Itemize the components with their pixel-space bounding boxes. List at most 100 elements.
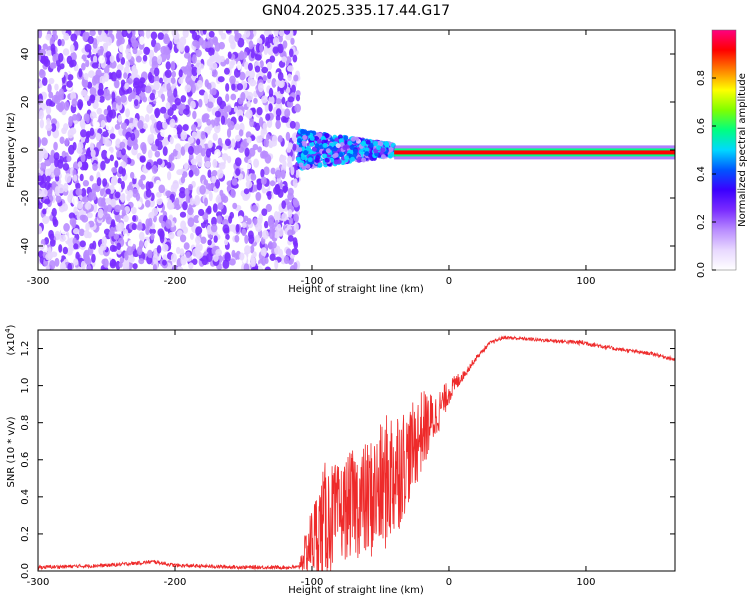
- heatmap-cell: [275, 120, 281, 130]
- heatmap-cell: [153, 80, 160, 91]
- heatmap-cell: [118, 44, 126, 53]
- heatmap-cell: [54, 230, 61, 241]
- heatmap-cell: [317, 162, 323, 168]
- heatmap-cell: [154, 108, 160, 119]
- heatmap-cell: [292, 143, 297, 151]
- heatmap-cell: [114, 79, 120, 89]
- heatmap-cell: [227, 51, 232, 59]
- heatmap-cell: [274, 183, 280, 193]
- heatmap-cell: [205, 148, 212, 158]
- heatmap-cell: [279, 154, 284, 163]
- heatmap-cell: [156, 158, 163, 166]
- heatmap-cell: [188, 183, 194, 191]
- heatmap-cell: [116, 30, 122, 36]
- heatmap-cell: [118, 166, 124, 175]
- heatmap-cell: [131, 188, 139, 198]
- heatmap-cell: [302, 134, 308, 140]
- heatmap-cell: [256, 182, 263, 191]
- heatmap-cell: [176, 126, 181, 135]
- heatmap-cell: [38, 137, 42, 147]
- heatmap-cell: [262, 75, 268, 82]
- heatmap-cell: [275, 169, 282, 179]
- heatmap-cell: [63, 223, 70, 232]
- heatmap-cell: [292, 54, 298, 63]
- heatmap-cell: [38, 225, 43, 235]
- heatmap-cell: [357, 156, 363, 162]
- heatmap-cell: [240, 141, 247, 151]
- heatmap-cell: [229, 60, 235, 69]
- heatmap-cell: [233, 106, 238, 113]
- heatmap-cell: [193, 197, 201, 206]
- heatmap-cell: [215, 179, 221, 189]
- heatmap-cell: [248, 40, 254, 50]
- heatmap-cell: [64, 101, 70, 111]
- heatmap-cell: [253, 152, 260, 161]
- heatmap-cell: [38, 243, 45, 250]
- spectrogram-y-label: Frequency (Hz): [6, 112, 17, 188]
- heatmap-cell: [305, 130, 311, 136]
- heatmap-cell: [260, 128, 265, 139]
- heatmap-cell: [267, 191, 272, 200]
- heatmap-cell: [368, 142, 374, 148]
- heatmap-cell: [43, 198, 51, 205]
- heatmap-cell: [275, 98, 282, 105]
- heatmap-cell: [250, 173, 257, 181]
- heatmap-cell: [212, 132, 218, 142]
- heatmap-cell: [176, 169, 184, 176]
- heatmap-cell: [154, 150, 161, 158]
- heatmap-cell: [81, 196, 89, 203]
- heatmap-cell: [114, 191, 121, 199]
- heatmap-cell: [157, 55, 163, 65]
- heatmap-cell: [66, 80, 73, 88]
- heatmap-cell: [225, 233, 230, 241]
- heatmap-cell: [49, 259, 56, 270]
- heatmap-cell: [361, 141, 367, 147]
- heatmap-cell: [139, 36, 145, 45]
- heatmap-cell: [132, 47, 138, 55]
- heatmap-cell: [120, 94, 127, 103]
- heatmap-cell: [187, 145, 194, 155]
- heatmap-cell: [99, 75, 106, 85]
- snr-line: [38, 335, 675, 571]
- heatmap-cell: [282, 40, 288, 49]
- heatmap-cell: [38, 189, 42, 197]
- heatmap-cell: [248, 147, 256, 157]
- heatmap-cell: [73, 258, 79, 266]
- heatmap-cell: [53, 95, 61, 105]
- heatmap-cell: [195, 59, 202, 70]
- heatmap-cell: [61, 150, 67, 158]
- heatmap-cell: [39, 162, 47, 172]
- heatmap-cell: [215, 211, 223, 218]
- heatmap-cell: [91, 62, 99, 69]
- heatmap-cell: [75, 188, 83, 196]
- heatmap-cell: [251, 107, 256, 115]
- y-tick-label: 0.6: [20, 452, 31, 468]
- heatmap-cell: [211, 169, 218, 177]
- heatmap-cell: [100, 119, 106, 129]
- heatmap-cell: [102, 258, 109, 269]
- heatmap-cell: [270, 198, 277, 207]
- heatmap-cell: [206, 118, 212, 126]
- heatmap-cell: [212, 203, 218, 213]
- heatmap-cell: [293, 222, 299, 233]
- heatmap-cell: [170, 253, 177, 263]
- heatmap-cell: [174, 203, 181, 211]
- y-tick-label: 0.8: [20, 415, 31, 431]
- heatmap-cell: [268, 141, 273, 148]
- heatmap-cell: [120, 203, 125, 211]
- heatmap-cell: [174, 143, 182, 152]
- heatmap-cell: [81, 78, 89, 88]
- heatmap-cell: [72, 141, 77, 151]
- heatmap-cell: [202, 113, 210, 120]
- heatmap-cell: [260, 247, 267, 257]
- heatmap-cell: [183, 108, 190, 115]
- heatmap-cell: [161, 30, 169, 35]
- heatmap-cell: [97, 197, 104, 207]
- heatmap-cell: [211, 69, 218, 78]
- heatmap-cell: [266, 118, 273, 128]
- x-tick-label: -200: [164, 577, 187, 588]
- heatmap-cell: [48, 91, 54, 99]
- heatmap-cell: [126, 246, 133, 256]
- heatmap-cell: [47, 168, 52, 176]
